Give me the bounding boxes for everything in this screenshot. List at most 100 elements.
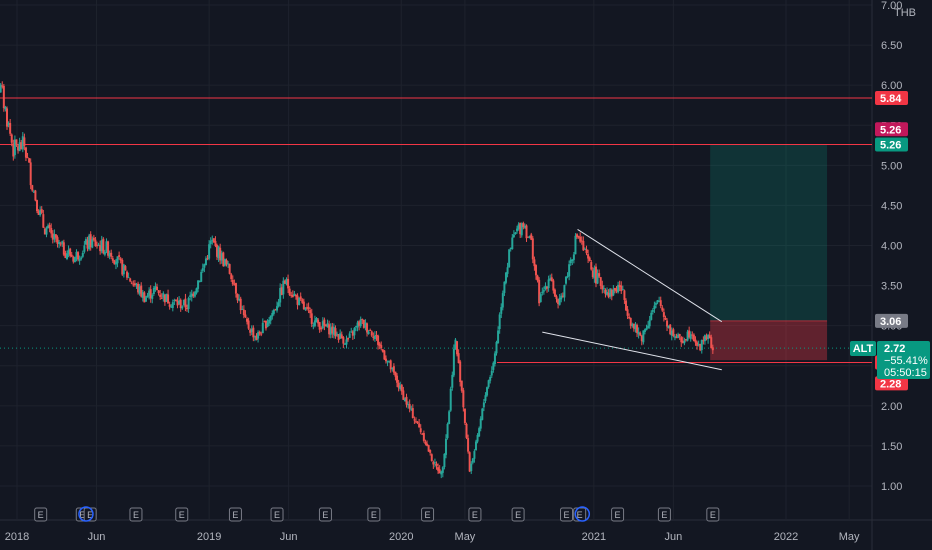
candle-body (9, 123, 12, 134)
earnings-marker-label: E (577, 510, 583, 520)
candle-body (612, 289, 615, 296)
candle-body (156, 286, 159, 291)
candle-body (527, 236, 530, 238)
candle-body (200, 271, 203, 282)
candle-body (43, 228, 46, 235)
x-tick-label: 2018 (5, 531, 29, 543)
change-percent: −55.41% (884, 355, 928, 367)
price-tag (875, 313, 908, 328)
candle-body (580, 240, 583, 242)
candle-body (206, 258, 209, 260)
candle-body (530, 234, 533, 240)
candle-body (53, 234, 56, 240)
candle-body (497, 330, 500, 344)
candle-body (446, 423, 449, 438)
x-tick-label: May (455, 531, 476, 543)
wedge-lower-line (542, 331, 722, 371)
candle-body (486, 387, 489, 396)
candle-body (122, 264, 125, 275)
candle-body (459, 361, 462, 382)
candle-body (299, 296, 302, 300)
candle-body (427, 445, 430, 452)
candle-body (17, 146, 20, 151)
falling-wedge-drawing[interactable] (542, 229, 723, 371)
candle-body (356, 322, 359, 328)
candle-body (264, 320, 267, 329)
candle-body (176, 300, 179, 306)
y-tick-label: 6.50 (881, 40, 902, 52)
candle-body (62, 242, 65, 255)
candle-body (514, 232, 517, 235)
candle-body (242, 309, 245, 316)
candle-body (225, 259, 228, 265)
time-axis[interactable]: 2018 Jun 2019 Jun 2020 May 2021 Jun 2022 May (5, 531, 860, 543)
candle-body (437, 467, 440, 471)
candle-body (354, 326, 357, 328)
candle-body (189, 295, 192, 298)
price-tag-label: 2.28 (880, 378, 901, 390)
candle-body (329, 327, 332, 335)
price-tag (875, 122, 908, 137)
candle-body (400, 384, 403, 392)
candle-body (544, 285, 547, 290)
candle-body (511, 237, 514, 250)
candle-body (691, 334, 694, 336)
target-zone (710, 144, 828, 321)
candle-body (285, 278, 288, 285)
candle-body (214, 240, 217, 246)
candle-body (321, 321, 324, 329)
candle-body (28, 158, 31, 163)
candle-body (94, 239, 97, 247)
candle-body (105, 241, 108, 251)
candle-body (102, 238, 105, 254)
candle-body (700, 340, 703, 351)
candle-body (479, 418, 482, 429)
candle-body (73, 256, 76, 263)
candle-body (405, 396, 408, 405)
earnings-marker (129, 507, 143, 522)
candle-body (448, 411, 451, 424)
candle-body (190, 293, 193, 297)
candle-body (67, 249, 70, 255)
earnings-marker-label: E (87, 510, 93, 520)
horizontal-lines[interactable] (0, 97, 872, 364)
candle-body (310, 313, 313, 324)
candle-body (610, 289, 613, 297)
last-price-tag: ALT 2.72 −55.41% 05:50:15 (850, 341, 930, 379)
earnings-marker-label: E (710, 510, 716, 520)
price-axis[interactable]: THB 7.006.506.005.505.004.504.003.503.00… (881, 0, 916, 493)
candle-body (99, 245, 102, 252)
candle-body (353, 328, 356, 336)
candle-body (692, 334, 695, 342)
earnings-marker (511, 507, 525, 522)
candle-body (268, 319, 271, 324)
bar-countdown: 05:50:15 (884, 367, 927, 379)
earnings-marker (228, 507, 242, 522)
candle-body (642, 330, 645, 343)
candle-body (261, 322, 264, 334)
candle-body (678, 333, 681, 337)
candle-body (418, 423, 421, 428)
long-position-tool[interactable] (710, 144, 828, 361)
candle-body (664, 317, 667, 320)
candle-body (1, 85, 4, 87)
candle-body (234, 283, 237, 294)
earnings-marker-label: E (425, 510, 431, 520)
candle-body (146, 295, 149, 298)
candle-body (181, 306, 184, 309)
candle-body (666, 320, 669, 327)
candle-body (572, 254, 575, 260)
candle-body (632, 323, 635, 329)
candle-body (495, 342, 498, 354)
candle-body (233, 283, 236, 285)
earnings-marker-label: E (79, 510, 85, 520)
candle-body (520, 223, 523, 236)
candle-body (358, 321, 361, 326)
candle-body (519, 222, 522, 235)
candle-body (705, 336, 708, 340)
candle-body (564, 276, 567, 284)
candle-body (294, 294, 297, 297)
candle-body (343, 343, 346, 345)
